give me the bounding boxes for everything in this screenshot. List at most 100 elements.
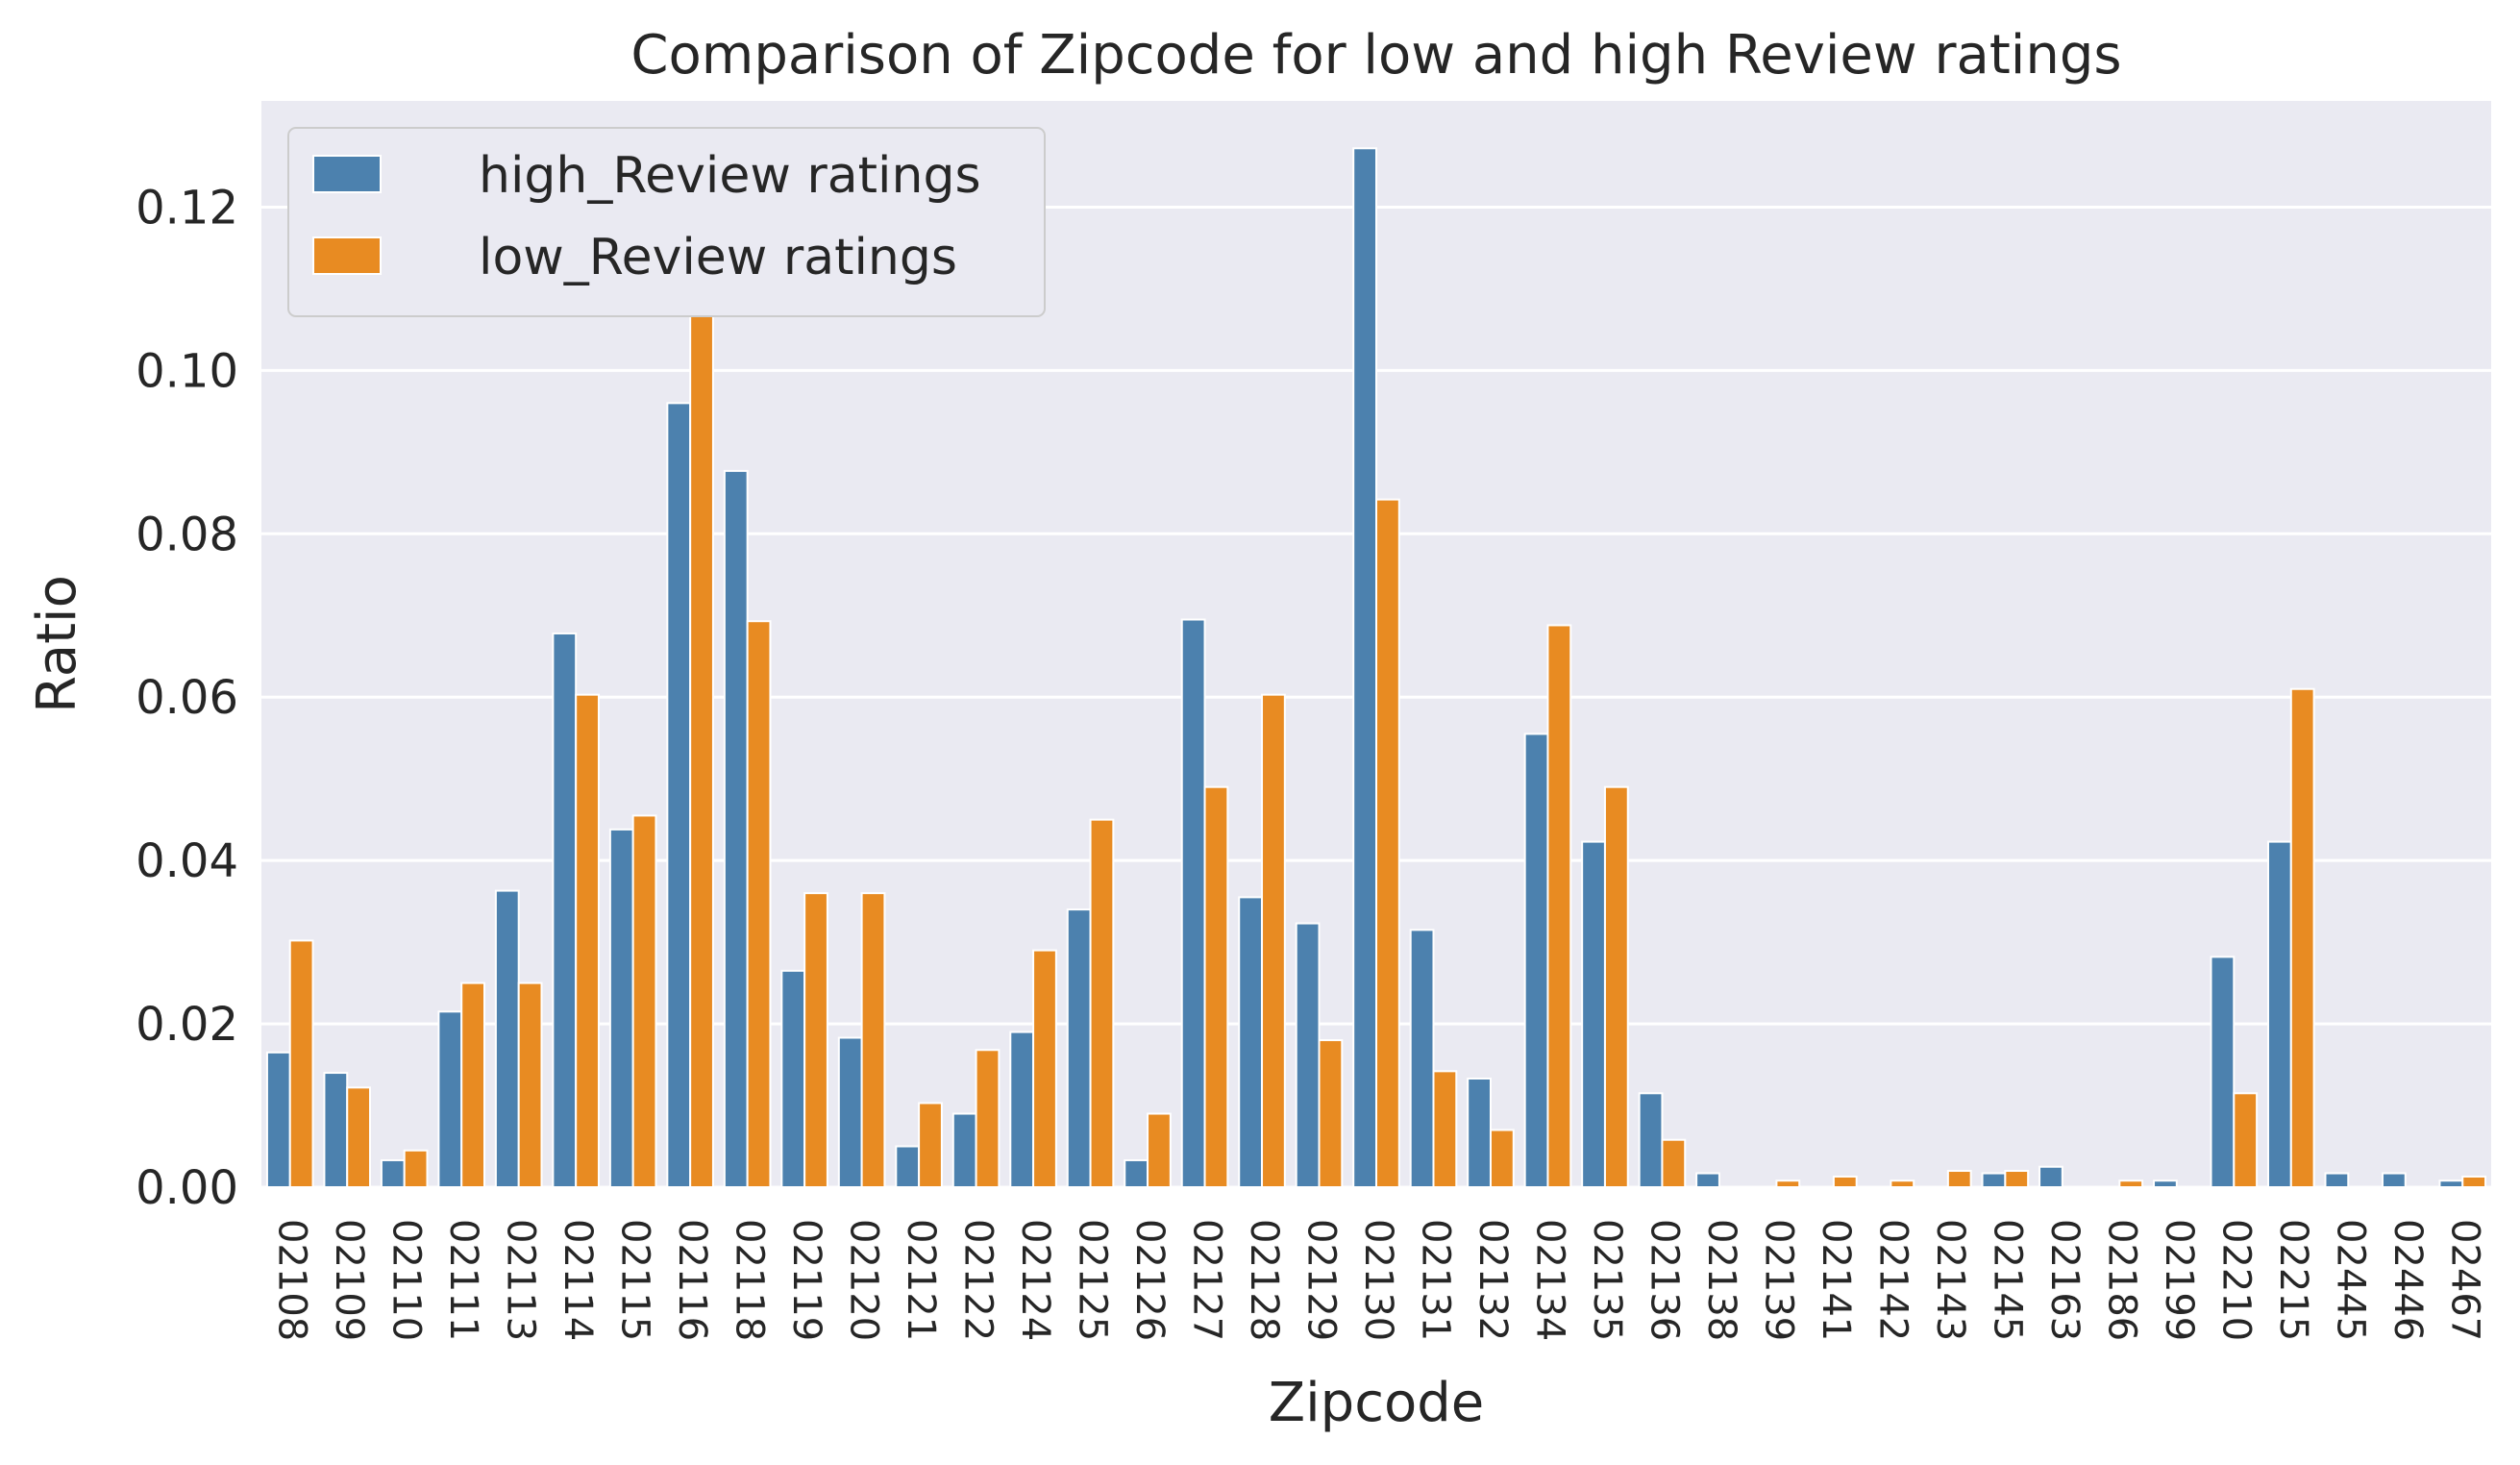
x-tick-label: 02135 [1585,1219,1629,1341]
x-tick-label: 02111 [441,1219,485,1341]
bar-high-02116 [666,402,692,1188]
bar-high-02131 [1409,929,1435,1188]
x-tick-label: 02110 [384,1219,429,1341]
x-tick-label: 02210 [2213,1219,2258,1341]
bar-high-02121 [895,1145,921,1188]
bar-high-02126 [1124,1158,1149,1188]
x-tick-label: 02141 [1814,1219,1858,1341]
bar-high-02210 [2210,956,2236,1188]
bar-high-02118 [723,469,749,1188]
bar-low-02145 [2004,1170,2030,1189]
legend-label-high: high_Review ratings [479,147,981,205]
x-tick-label: 02125 [1071,1219,1115,1341]
bar-high-02125 [1066,908,1092,1188]
bar-low-02134 [1546,624,1572,1188]
bar-low-02129 [1318,1039,1344,1188]
x-tick-label: 02126 [1127,1219,1172,1341]
bar-low-02215 [2289,687,2315,1188]
x-axis-label: Zipcode [1269,1372,1485,1434]
x-tick-label: 02124 [1013,1219,1057,1341]
x-tick-label: 02163 [2042,1219,2087,1341]
bar-high-02119 [780,969,806,1188]
bar-low-02135 [1603,785,1629,1188]
x-tick-label: 02109 [327,1219,371,1341]
x-tick-label: 02127 [1185,1219,1229,1341]
x-tick-label: 02113 [499,1219,543,1341]
bar-high-02122 [951,1112,977,1188]
bar-high-02109 [323,1072,349,1188]
bar-low-02122 [975,1049,1001,1189]
bar-low-02131 [1432,1070,1458,1189]
legend-swatch-high [312,155,382,193]
x-tick-label: 02145 [1985,1219,2029,1341]
x-tick-label: 02139 [1756,1219,1800,1341]
bar-low-02108 [288,939,314,1188]
x-tick-label: 02132 [1470,1219,1515,1341]
chart-title: Comparison of Zipcode for low and high R… [630,24,2121,87]
bar-high-02215 [2267,840,2292,1188]
bar-high-02138 [1695,1172,1720,1189]
x-tick-label: 02134 [1527,1219,1571,1341]
bar-low-02186 [2118,1179,2144,1188]
bar-low-02121 [918,1102,943,1189]
x-tick-label: 02130 [1356,1219,1400,1341]
bar-high-02128 [1238,896,1264,1189]
bar-high-02199 [2153,1179,2178,1188]
bar-high-02445 [2324,1172,2350,1189]
bar-high-02115 [608,828,634,1189]
bar-low-02139 [1775,1179,1801,1188]
bar-high-02134 [1523,732,1549,1188]
y-tick-label: 0.10 [136,344,238,398]
bar-high-02108 [265,1051,291,1188]
bars [265,147,2487,1189]
y-tick-label: 0.00 [136,1161,238,1215]
bar-low-02119 [803,892,828,1188]
x-tick-label: 02142 [1870,1219,1915,1341]
bar-low-02124 [1032,949,1057,1188]
bar-low-02136 [1661,1138,1687,1188]
bar-high-02467 [2438,1179,2464,1188]
bar-low-02110 [403,1149,429,1189]
bar-low-02128 [1261,693,1286,1188]
y-tick-labels: 0.00 0.02 0.04 0.06 0.08 0.10 0.12 [136,181,238,1215]
bar-low-02116 [689,279,714,1188]
x-tick-label: 02122 [956,1219,1001,1341]
bar-high-02114 [552,632,578,1188]
x-tick-label: 02215 [2271,1219,2315,1341]
x-tick-label: 02119 [784,1219,828,1341]
legend: high_Review ratings low_Review ratings [287,127,1046,317]
bar-low-02130 [1375,498,1400,1188]
x-tick-label: 02445 [2328,1219,2372,1341]
x-tick-label: 02138 [1699,1219,1743,1341]
bar-high-02163 [2038,1165,2063,1188]
y-tick-label: 0.08 [136,508,238,561]
bar-low-02127 [1203,785,1229,1188]
x-tick-label: 02108 [270,1219,314,1341]
bar-high-02110 [380,1158,406,1188]
bar-high-02132 [1467,1078,1492,1188]
x-tick-label: 02467 [2442,1219,2486,1341]
x-tick-label: 02136 [1642,1219,1686,1341]
bar-low-02125 [1089,818,1115,1189]
x-tick-label: 02128 [1242,1219,1286,1341]
bar-high-02135 [1581,840,1606,1188]
x-tick-label: 02446 [2385,1219,2430,1341]
y-axis-label: Ratio [26,575,88,713]
legend-label-low: low_Review ratings [479,229,957,286]
bar-low-02115 [631,814,657,1189]
bar-low-02109 [346,1086,372,1188]
bar-low-02210 [2233,1092,2259,1188]
bar-high-02111 [437,1010,463,1188]
x-tick-label: 02186 [2099,1219,2143,1341]
x-tick-label: 02114 [556,1219,600,1341]
bar-low-02120 [860,892,886,1188]
bar-low-02111 [460,981,486,1189]
legend-box [287,127,1046,317]
x-tick-label: 02121 [899,1219,943,1341]
bar-low-02142 [1890,1179,1915,1188]
x-tick-label: 02120 [842,1219,886,1341]
bar-low-02132 [1489,1129,1515,1189]
x-tick-label: 02143 [1928,1219,1972,1341]
